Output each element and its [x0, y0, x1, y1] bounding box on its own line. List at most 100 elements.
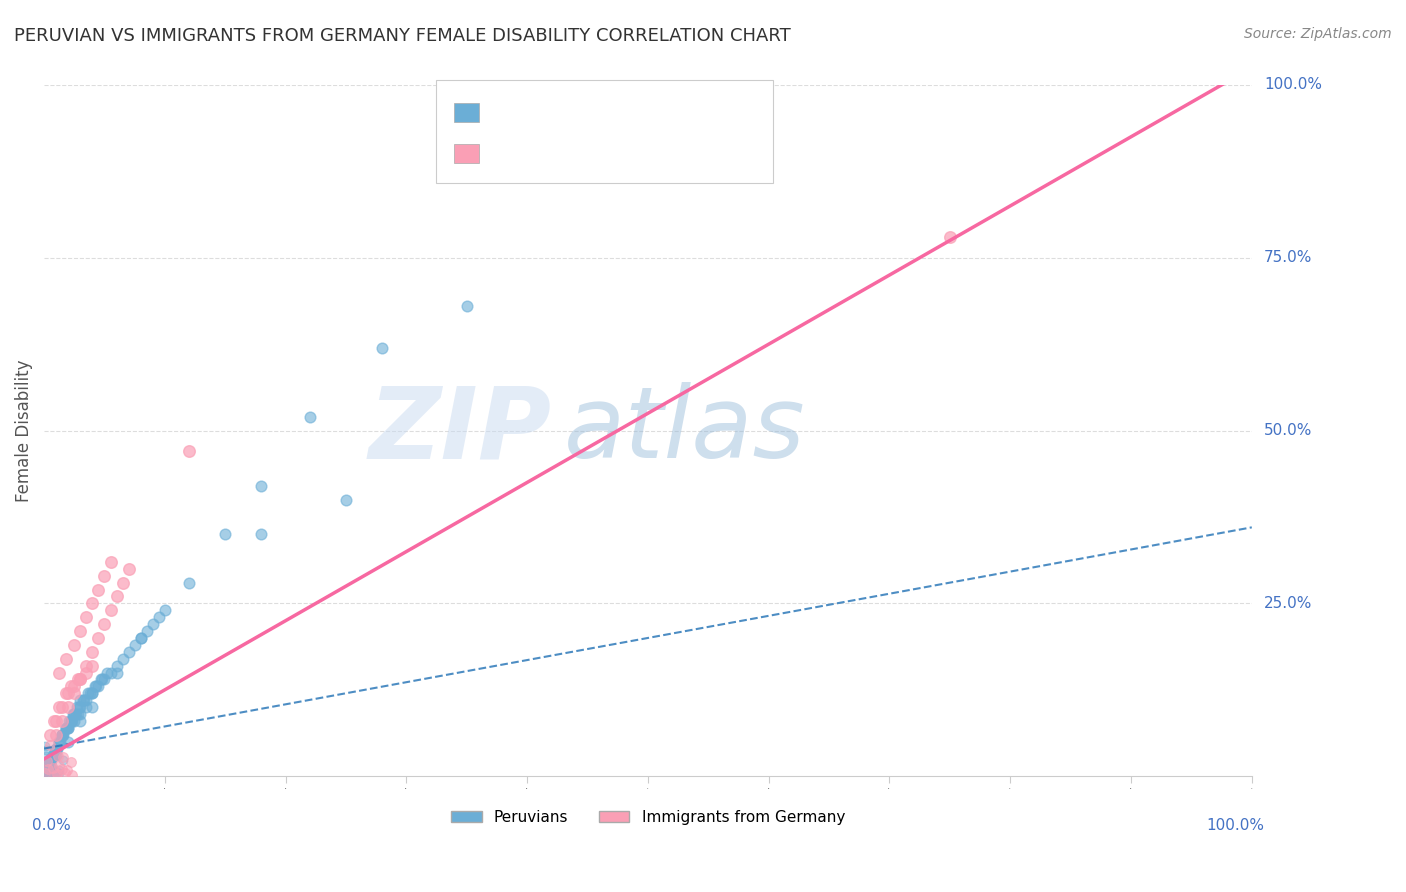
Point: [63, 706, 86, 721]
Point: [82, 596, 104, 610]
Point: [51, 762, 73, 776]
Text: N = 82: N = 82: [626, 101, 683, 115]
Point: [63, 706, 86, 721]
Text: PERUVIAN VS IMMIGRANTS FROM GERMANY FEMALE DISABILITY CORRELATION CHART: PERUVIAN VS IMMIGRANTS FROM GERMANY FEMA…: [14, 27, 790, 45]
Point: [62, 706, 84, 721]
Point: [83, 679, 105, 693]
Point: [48, 766, 70, 780]
Text: N = 37: N = 37: [626, 142, 683, 156]
Point: [55, 686, 77, 700]
Point: [48, 734, 70, 748]
Text: 50.0%: 50.0%: [1264, 423, 1312, 438]
Point: [59, 714, 82, 728]
Point: [63, 638, 86, 652]
Point: [44, 769, 66, 783]
Point: [75, 658, 97, 673]
Point: [37, 766, 59, 780]
Point: [65, 706, 87, 721]
Text: 100.0%: 100.0%: [1264, 78, 1322, 93]
Point: [100, 555, 122, 569]
Point: [129, 631, 152, 645]
Point: [34, 767, 56, 781]
Point: [69, 673, 91, 687]
Text: ZIP: ZIP: [368, 382, 551, 479]
Point: [87, 679, 110, 693]
Point: [32, 768, 55, 782]
Point: [124, 638, 146, 652]
Point: [111, 651, 134, 665]
Point: [42, 764, 65, 779]
Point: [55, 721, 77, 735]
Point: [44, 767, 66, 781]
Text: R = 0.788: R = 0.788: [488, 142, 571, 156]
Point: [59, 755, 82, 769]
Point: [34, 749, 56, 764]
Point: [41, 748, 63, 763]
Point: [66, 706, 89, 721]
Point: [76, 686, 98, 700]
Point: [82, 700, 104, 714]
Point: [456, 299, 478, 313]
Point: [45, 741, 67, 756]
Point: [48, 734, 70, 748]
Point: [35, 762, 58, 776]
Point: [58, 734, 80, 748]
Point: [35, 767, 58, 781]
Point: [51, 728, 73, 742]
Point: [69, 624, 91, 638]
Text: atlas: atlas: [564, 382, 806, 479]
Text: 25.0%: 25.0%: [1264, 596, 1312, 611]
Point: [37, 769, 59, 783]
Point: [177, 575, 200, 590]
Point: [69, 706, 91, 721]
Point: [84, 679, 107, 693]
Point: [60, 714, 83, 728]
Point: [90, 673, 112, 687]
Point: [44, 766, 66, 780]
Point: [34, 765, 56, 780]
Point: [39, 763, 62, 777]
Point: [37, 762, 59, 776]
Y-axis label: Female Disability: Female Disability: [15, 359, 32, 502]
Point: [44, 745, 66, 759]
Point: [48, 700, 70, 714]
Point: [250, 527, 273, 541]
Point: [34, 739, 56, 753]
Text: R = 0.466: R = 0.466: [488, 101, 571, 115]
Point: [42, 748, 65, 763]
Point: [939, 230, 962, 244]
Point: [39, 755, 62, 769]
Text: Source: ZipAtlas.com: Source: ZipAtlas.com: [1244, 27, 1392, 41]
Point: [100, 665, 122, 680]
Point: [42, 763, 65, 777]
Point: [35, 766, 58, 780]
Point: [51, 728, 73, 742]
Point: [153, 603, 176, 617]
Point: [58, 721, 80, 735]
Point: [135, 624, 157, 638]
Point: [118, 562, 141, 576]
Text: 100.0%: 100.0%: [1206, 818, 1264, 832]
Point: [93, 673, 115, 687]
Point: [148, 610, 170, 624]
Point: [129, 631, 152, 645]
Point: [56, 763, 79, 777]
Point: [35, 769, 58, 783]
Point: [38, 738, 60, 752]
Point: [48, 763, 70, 777]
Point: [55, 721, 77, 735]
Point: [63, 679, 86, 693]
Point: [66, 673, 89, 687]
Point: [39, 755, 62, 769]
Point: [38, 756, 60, 770]
Point: [41, 769, 63, 783]
Point: [45, 748, 67, 763]
Point: [52, 728, 75, 742]
Point: [45, 742, 67, 756]
Legend: Peruvians, Immigrants from Germany: Peruvians, Immigrants from Germany: [444, 804, 851, 830]
Point: [87, 631, 110, 645]
Point: [45, 714, 67, 728]
Point: [75, 665, 97, 680]
Point: [60, 768, 83, 782]
Point: [79, 686, 101, 700]
